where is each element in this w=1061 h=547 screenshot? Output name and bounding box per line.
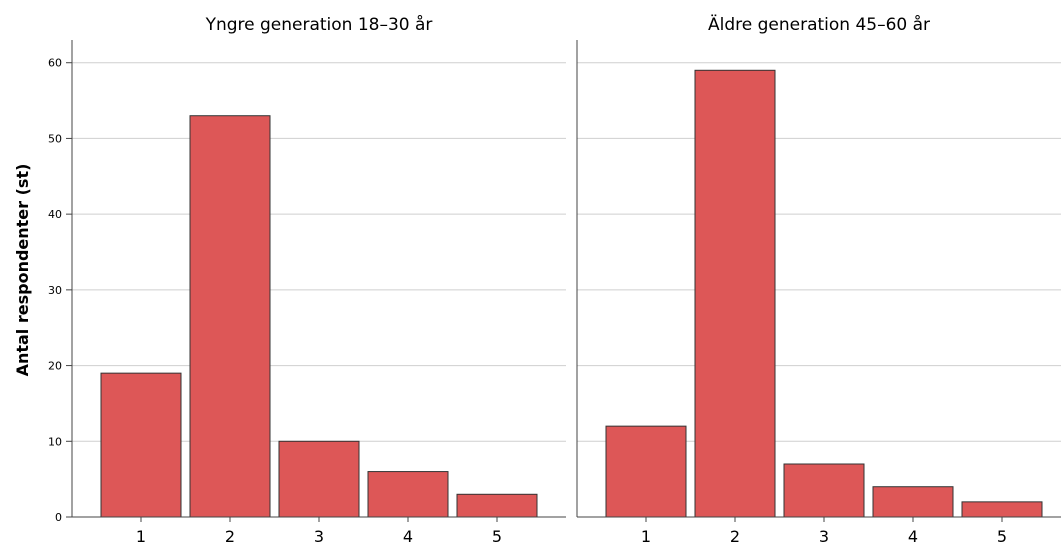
x-tick-label-panel1-3: 3	[314, 527, 324, 546]
y-tick-label-0: 0	[55, 511, 62, 524]
bar-panel2-cat-5	[961, 501, 1043, 518]
y-tick-label-10: 10	[48, 435, 62, 448]
x-tick-label-panel2-4: 4	[908, 527, 918, 546]
bar-panel2-cat-2	[694, 69, 776, 518]
y-tick-label-40: 40	[48, 208, 62, 221]
x-tick-label-panel2-2: 2	[730, 527, 740, 546]
bar-panel1-cat-5	[456, 493, 538, 518]
y-tick-label-20: 20	[48, 360, 62, 373]
x-tick-label-panel2-3: 3	[819, 527, 829, 546]
y-tick-label-50: 50	[48, 132, 62, 145]
bar-panel1-cat-3	[278, 440, 360, 518]
bar-panel1-cat-1	[100, 372, 182, 518]
x-tick-label-panel2-1: 1	[641, 527, 651, 546]
bar-panel2-cat-4	[872, 486, 954, 518]
x-tick-label-panel1-5: 5	[492, 527, 502, 546]
y-tick-label-60: 60	[48, 57, 62, 70]
bar-panel2-cat-1	[605, 425, 687, 518]
x-tick-label-panel1-1: 1	[136, 527, 146, 546]
bar-panel1-cat-4	[367, 471, 449, 518]
bar-panel1-cat-2	[189, 115, 271, 518]
y-tick-label-30: 30	[48, 284, 62, 297]
x-tick-label-panel1-4: 4	[403, 527, 413, 546]
x-tick-label-panel1-2: 2	[225, 527, 235, 546]
y-axis-label: Antal respondenter (st)	[13, 164, 32, 377]
panel-title-1: Yngre generation 18–30 år	[205, 14, 433, 35]
panel-title-2: Äldre generation 45–60 år	[708, 14, 930, 35]
x-tick-label-panel2-5: 5	[997, 527, 1007, 546]
bar-panel2-cat-3	[783, 463, 865, 518]
